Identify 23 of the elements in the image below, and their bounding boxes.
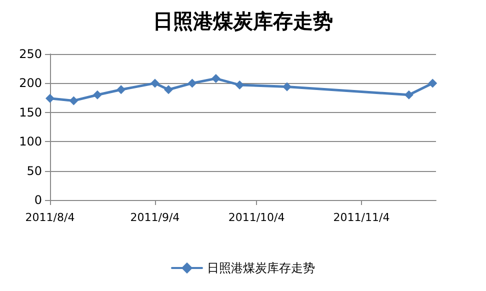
x-tick-label: 2011/8/4	[25, 211, 75, 224]
point	[282, 82, 292, 92]
point	[69, 96, 78, 106]
point	[211, 74, 220, 84]
legend-label: 日照港煤炭库存走势	[207, 261, 315, 275]
point	[150, 78, 160, 88]
point	[188, 78, 197, 88]
point	[116, 85, 126, 94]
x-tick-label: 2011/11/4	[333, 211, 390, 224]
point	[46, 94, 54, 103]
point	[404, 90, 414, 100]
y-tick-label: 0	[34, 193, 42, 207]
y-tick-label: 50	[26, 164, 42, 178]
y-tick-label: 200	[19, 76, 42, 90]
x-tick-label: 2011/10/4	[228, 211, 285, 224]
y-tick-label: 150	[19, 105, 42, 120]
point	[164, 85, 174, 94]
point	[428, 78, 438, 88]
y-tick-label: 100	[19, 134, 42, 149]
point	[92, 90, 102, 100]
x-tick-label: 2011/9/4	[130, 211, 180, 224]
y-tick-label: 250	[19, 47, 42, 61]
chart-title: 日照港煤炭库存走势	[153, 9, 333, 33]
